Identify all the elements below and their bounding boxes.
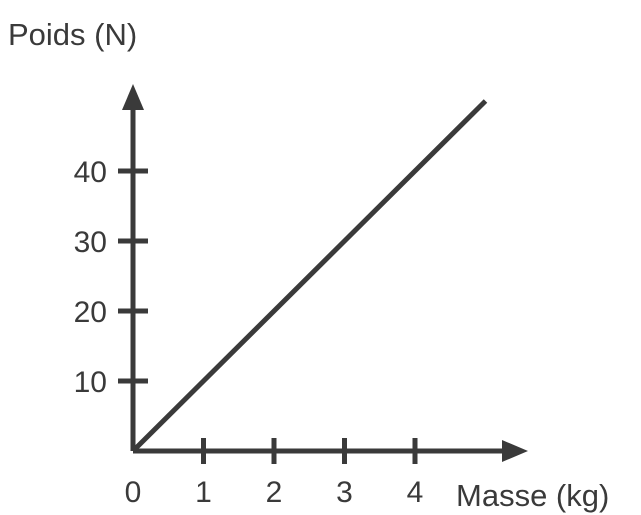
y-tick-label-20: 20 xyxy=(74,296,107,329)
y-tick-label-10: 10 xyxy=(74,366,107,399)
y-tick-label-30: 30 xyxy=(74,226,107,259)
y-axis-title: Poids (N) xyxy=(8,17,137,52)
x-axis-arrowhead xyxy=(502,440,528,462)
x-tick-label-3: 3 xyxy=(336,476,353,509)
y-axis-arrowhead xyxy=(122,84,144,110)
x-axis-title: Masse (kg) xyxy=(456,478,609,513)
x-tick-label-4: 4 xyxy=(407,476,424,509)
tick-labels: 0 1 2 3 4 10 20 30 40 xyxy=(74,156,424,509)
series xyxy=(131,99,488,453)
x-tick-label-2: 2 xyxy=(266,476,283,509)
axes xyxy=(122,84,528,462)
x-tick-label-0: 0 xyxy=(125,476,142,509)
ticks xyxy=(118,168,418,464)
series-line-0 xyxy=(131,99,488,453)
y-tick-label-40: 40 xyxy=(74,156,107,189)
x-tick-label-1: 1 xyxy=(195,476,212,509)
